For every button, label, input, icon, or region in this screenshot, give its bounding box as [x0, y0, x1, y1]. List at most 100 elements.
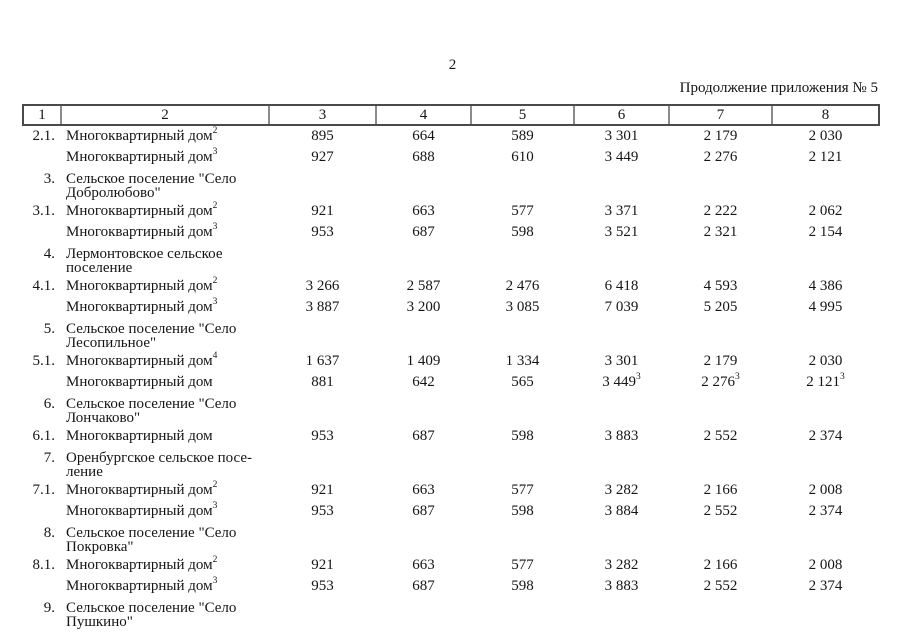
value-cell: 3 883: [604, 428, 639, 444]
table-row: 5.1. Многоквартирный дом4 1 637 1 409 1 334 3…: [23, 351, 879, 372]
table-header-cell: 1: [22, 104, 61, 126]
continuation-note: Продолжение приложения № 5: [679, 80, 878, 96]
value-cell: 577: [511, 203, 534, 219]
row-name-cell: Многоквартирный дом2: [66, 201, 218, 219]
value-cell: 6 418: [604, 278, 639, 294]
table-row: Многоквартирный дом3 953 687 598 3 521 2 321 2…: [23, 222, 879, 243]
row-number-cell: [23, 501, 61, 522]
value-cell: 4 995: [808, 299, 843, 315]
value-cell: 3 371: [604, 203, 639, 219]
row-number-cell: 4.1.: [32, 278, 56, 294]
footnote-marker: 3: [735, 372, 740, 382]
row-name-cell: Оренбургское сельское посе- ление: [66, 450, 252, 480]
value-cell: [772, 393, 879, 426]
value-cell: 2 276: [703, 149, 738, 165]
value-cell: 2 587: [406, 278, 441, 294]
row-name-cell: Сельское поселение "Село Лончаково": [66, 396, 237, 426]
value-cell: [669, 243, 772, 276]
value-cell: 664: [412, 128, 435, 144]
value-cell: [269, 522, 376, 555]
table-row: 2.1. Многоквартирный дом2 895 664 589 3 301 2 …: [23, 125, 879, 147]
row-number-cell: 2.1.: [32, 128, 56, 144]
table-row: Многоквартирный дом3 3 887 3 200 3 085 7 039…: [23, 297, 879, 318]
row-number-cell: 9.: [43, 600, 55, 616]
value-cell: [376, 243, 471, 276]
value-cell: 953: [311, 503, 334, 519]
value-cell: 687: [412, 224, 435, 240]
row-number-cell: 5.: [43, 321, 55, 337]
value-cell: 2 008: [808, 557, 843, 573]
row-name-cell: Многоквартирный дом4: [66, 351, 218, 369]
table-body: 2.1. Многоквартирный дом2 895 664 589 3 301 2 …: [23, 125, 879, 630]
table-header-cell: 5: [470, 104, 574, 126]
value-cell: [772, 447, 879, 480]
value-cell: [574, 393, 669, 426]
value-cell: 2 030: [808, 353, 843, 369]
value-cell: 921: [311, 482, 334, 498]
value-cell: 4 386: [808, 278, 843, 294]
value-cell: 3 521: [604, 224, 639, 240]
value-cell: 1 334: [505, 353, 540, 369]
value-cell: [269, 393, 376, 426]
value-cell: [376, 168, 471, 201]
row-number-cell: 4.: [43, 246, 55, 262]
value-cell: [772, 522, 879, 555]
value-cell: 1 637: [305, 353, 340, 369]
row-name-cell: Многоквартирный дом2: [66, 480, 218, 498]
footnote-marker: 3: [212, 222, 218, 232]
value-cell: [669, 318, 772, 351]
value-cell: 2 374: [808, 428, 843, 444]
value-cell: [669, 393, 772, 426]
value-cell: 953: [311, 578, 334, 594]
table-header-cell: 6: [573, 104, 669, 126]
value-cell: 687: [412, 578, 435, 594]
value-cell: 565: [511, 374, 534, 390]
value-cell: 2 552: [703, 578, 738, 594]
value-cell: 3 449: [604, 149, 639, 165]
value-cell: [376, 447, 471, 480]
value-cell: 921: [311, 557, 334, 573]
value-cell: [471, 243, 574, 276]
value-cell: 7 039: [604, 299, 639, 315]
value-cell: 3 085: [505, 299, 540, 315]
table-row: 7.1. Многоквартирный дом2 921 663 577 3 282 2 …: [23, 480, 879, 501]
table-row: Многоквартирный дом3 953 687 598 3 883 2 552 2…: [23, 576, 879, 597]
footnote-marker: 3: [840, 372, 845, 382]
value-cell: 663: [412, 557, 435, 573]
row-number-cell: 7.: [43, 450, 55, 466]
value-cell: [669, 168, 772, 201]
row-name-cell: Многоквартирный дом2: [66, 126, 218, 144]
value-cell: 598: [511, 578, 534, 594]
row-number-cell: 6.: [43, 396, 55, 412]
value-cell: 2 1213: [806, 372, 845, 390]
footnote-marker: 3: [212, 147, 218, 157]
table-row: 6. Сельское поселение "Село Лончаково": [23, 393, 879, 426]
value-cell: 5 205: [703, 299, 738, 315]
value-cell: 589: [511, 128, 534, 144]
row-name-cell: Многоквартирный дом3: [66, 297, 218, 315]
value-cell: 577: [511, 557, 534, 573]
value-cell: 3 883: [604, 578, 639, 594]
row-number-cell: 5.1.: [32, 353, 56, 369]
value-cell: 2 374: [808, 503, 843, 519]
row-name-cell: Многоквартирный дом: [66, 428, 213, 444]
value-cell: [772, 243, 879, 276]
value-cell: 3 884: [604, 503, 639, 519]
row-name-cell: Сельское поселение "Село Добролюбово": [66, 171, 237, 201]
value-cell: 927: [311, 149, 334, 165]
value-cell: 3 282: [604, 482, 639, 498]
value-cell: [669, 447, 772, 480]
value-cell: [669, 597, 772, 630]
footnote-marker: 2: [212, 201, 218, 211]
value-cell: [574, 522, 669, 555]
value-cell: [471, 393, 574, 426]
value-cell: 577: [511, 482, 534, 498]
footnote-marker: 4: [212, 351, 218, 361]
row-number-cell: [23, 222, 61, 243]
footnote-marker: 2: [212, 126, 218, 136]
value-cell: [574, 597, 669, 630]
value-cell: 2 179: [703, 353, 738, 369]
value-cell: 3 301: [604, 128, 639, 144]
